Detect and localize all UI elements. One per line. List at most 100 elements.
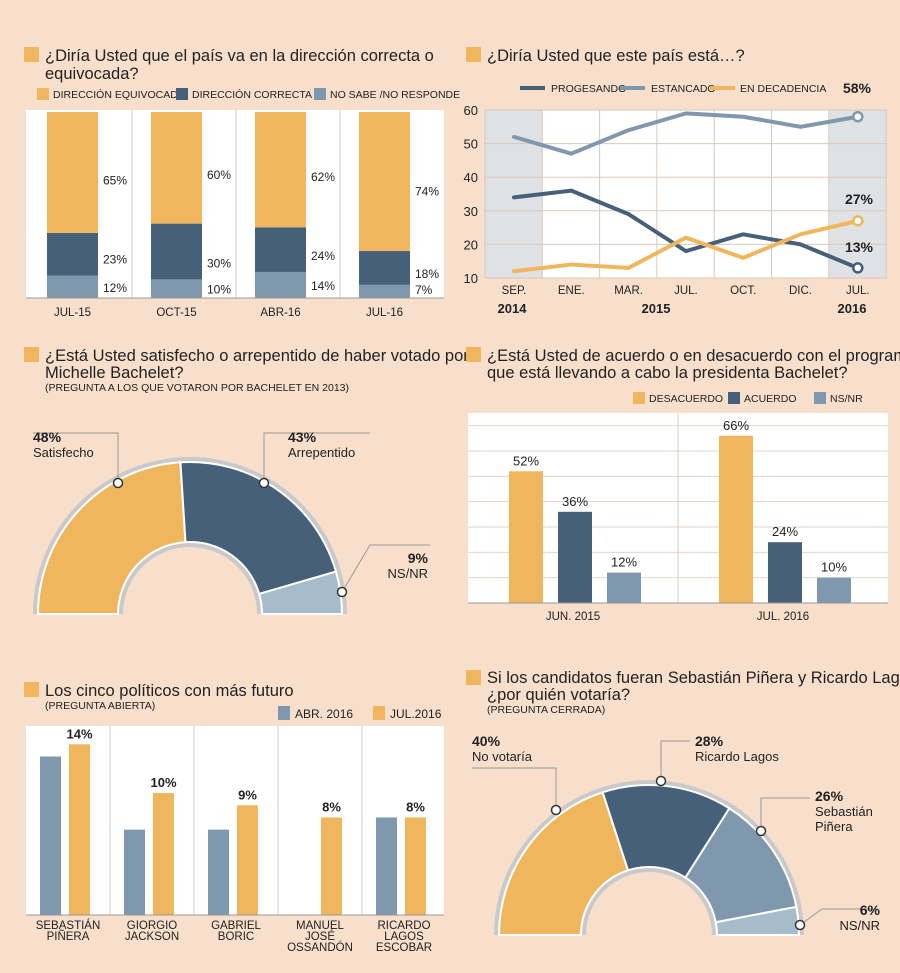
title-marker-icon [466, 347, 481, 362]
c5-category-label: PIÑERA [47, 930, 90, 943]
c1-bar-segment [359, 284, 410, 298]
c1-value-label: 24% [311, 249, 335, 263]
title-marker-icon [24, 682, 39, 697]
c6-title-line1: Si los candidatos fueran Sebastián Piñer… [487, 669, 900, 687]
leader-line [760, 797, 810, 831]
c6-subtitle: (PREGUNTA CERRADA) [487, 704, 605, 716]
c1-value-label: 14% [311, 279, 335, 293]
c1-value-label: 74% [415, 184, 439, 198]
c3-semicircle [33, 432, 430, 615]
c4-value-label: 24% [772, 524, 798, 539]
slice-arc [179, 461, 338, 596]
c4-title-line2: que está llevando a cabo la presidenta B… [487, 364, 848, 382]
c3-title-line1: ¿Está Usted satisfecho o arrepentido de … [45, 347, 469, 365]
slice-name: Ricardo Lagos [695, 749, 779, 764]
title-marker-icon [466, 670, 481, 685]
slice-name-line1: Sebastián [815, 804, 873, 819]
c2-x-tick: JUL. [674, 285, 698, 297]
slice-value: 40% [472, 733, 501, 749]
c1-bar-segment [255, 112, 306, 228]
c4-value-label: 66% [723, 418, 749, 433]
c2-year-2014: 2014 [498, 301, 528, 316]
c4-category-label: JUN. 2015 [546, 611, 600, 623]
chart-candidatos: Si los candidatos fueran Sebastián Piñer… [466, 669, 900, 936]
c5-bar-abr [376, 817, 397, 915]
c5-value-label: 8% [322, 799, 341, 814]
c1-bar-segment [47, 232, 98, 276]
leader-dot [550, 804, 562, 816]
c2-band-2016 [829, 110, 887, 278]
legend-item: NS/NR [830, 393, 863, 405]
slice-name: Arrepentido [288, 445, 355, 460]
c1-bars: 65% 23% 12% 60% 30% 10% 62% 24% 14% 74% 18% 7% [47, 110, 439, 298]
slice-value: 28% [695, 733, 724, 749]
slice-arc [257, 570, 344, 615]
legend-swatch [633, 392, 645, 404]
c2-end-label-estancado: 58% [843, 80, 872, 96]
c6-semicircle [472, 740, 878, 936]
c2-x-tick: SEP. [502, 285, 527, 297]
c4-value-label: 12% [611, 555, 637, 570]
c5-subtitle: (PREGUNTA ABIERTA) [45, 700, 155, 712]
c5-bar-jul [237, 805, 258, 915]
c5-category-label: BORIC [218, 931, 254, 943]
legend-item: EN DECADENCIA [740, 83, 826, 95]
c1-category-label: JUL-16 [366, 307, 403, 319]
leader-line [472, 767, 557, 810]
legend-item: PROGESANDO [551, 83, 626, 95]
c5-category-label: GIORGIO [127, 920, 178, 932]
leader-line [33, 432, 119, 483]
legend-item: ABR. 2016 [295, 707, 353, 721]
c1-value-label: 23% [103, 253, 127, 267]
legend-swatch [814, 392, 826, 404]
c1-bar-segment [47, 275, 98, 298]
c1-categories: JUL-15 OCT-15 ABR-16 JUL-16 [54, 307, 403, 319]
c2-end-marker [852, 110, 864, 123]
c5-bar-abr [124, 829, 145, 915]
c4-categories: JUN. 2015 JUL. 2016 [546, 611, 809, 623]
c2-end-marker [852, 215, 864, 227]
c1-bar-segment [151, 112, 202, 224]
leader-dot [755, 825, 767, 837]
c2-title: ¿Diría Usted que este país está…? [487, 47, 745, 65]
chart-direccion-pais: ¿Diría Usted que el país va en la direcc… [24, 47, 460, 319]
c2-legend: PROGESANDO ESTANCADO EN DECADENCIA [520, 83, 826, 95]
slice-value: 26% [815, 788, 844, 804]
c5-category-label: ESCOBAR [376, 942, 432, 954]
slice-name: NS/NR [840, 918, 880, 933]
leader-dot [112, 477, 124, 489]
c5-value-label: 10% [150, 775, 176, 790]
chart-politicos: Los cinco políticos con más futuro (PREG… [24, 682, 444, 954]
legend-swatch [373, 706, 385, 720]
c4-bar [607, 572, 641, 603]
c5-legend: ABR. 2016 JUL.2016 [278, 706, 442, 721]
c1-value-label: 62% [311, 170, 335, 184]
c5-category-label: SEBASTIÁN [36, 919, 101, 932]
slice-name: No votaría [472, 749, 533, 764]
c4-value-label: 36% [562, 494, 588, 509]
c1-bar-segment [359, 251, 410, 285]
c4-legend: DESACUERDO ACUERDO NS/NR [633, 392, 863, 405]
title-marker-icon [24, 347, 39, 362]
c3-labels: 48% Satisfecho 43% Arrepentido 9% NS/NR [33, 429, 429, 581]
chart-satisfecho: ¿Está Usted satisfecho o arrepentido de … [24, 347, 469, 615]
leader-line [263, 432, 370, 483]
c1-bar-segment [151, 279, 202, 298]
legend-item: DIRECCIÓN CORRECTA [192, 88, 312, 101]
c2-x-tick: DIC. [789, 285, 812, 297]
c2-year-2016: 2016 [838, 301, 867, 316]
slice-arc [497, 791, 630, 936]
c4-title-line1: ¿Está Usted de acuerdo o en desacuerdo c… [487, 347, 900, 365]
c1-bar-segment [151, 223, 202, 280]
c4-bar [719, 435, 753, 603]
c5-bar-abr [40, 756, 61, 915]
c5-plot-bg [26, 726, 444, 915]
c6-labels: 40% No votaría 28% Ricardo Lagos 26% Seb… [472, 733, 881, 933]
c1-bar-segment [47, 112, 98, 233]
slice-name: NS/NR [388, 566, 428, 581]
c1-title-line2: equivocada? [45, 65, 139, 83]
c5-bars: 14% 10% 9% 8% 8% [40, 726, 426, 915]
c5-bar-jul [153, 793, 174, 915]
legend-swatch [176, 88, 188, 100]
